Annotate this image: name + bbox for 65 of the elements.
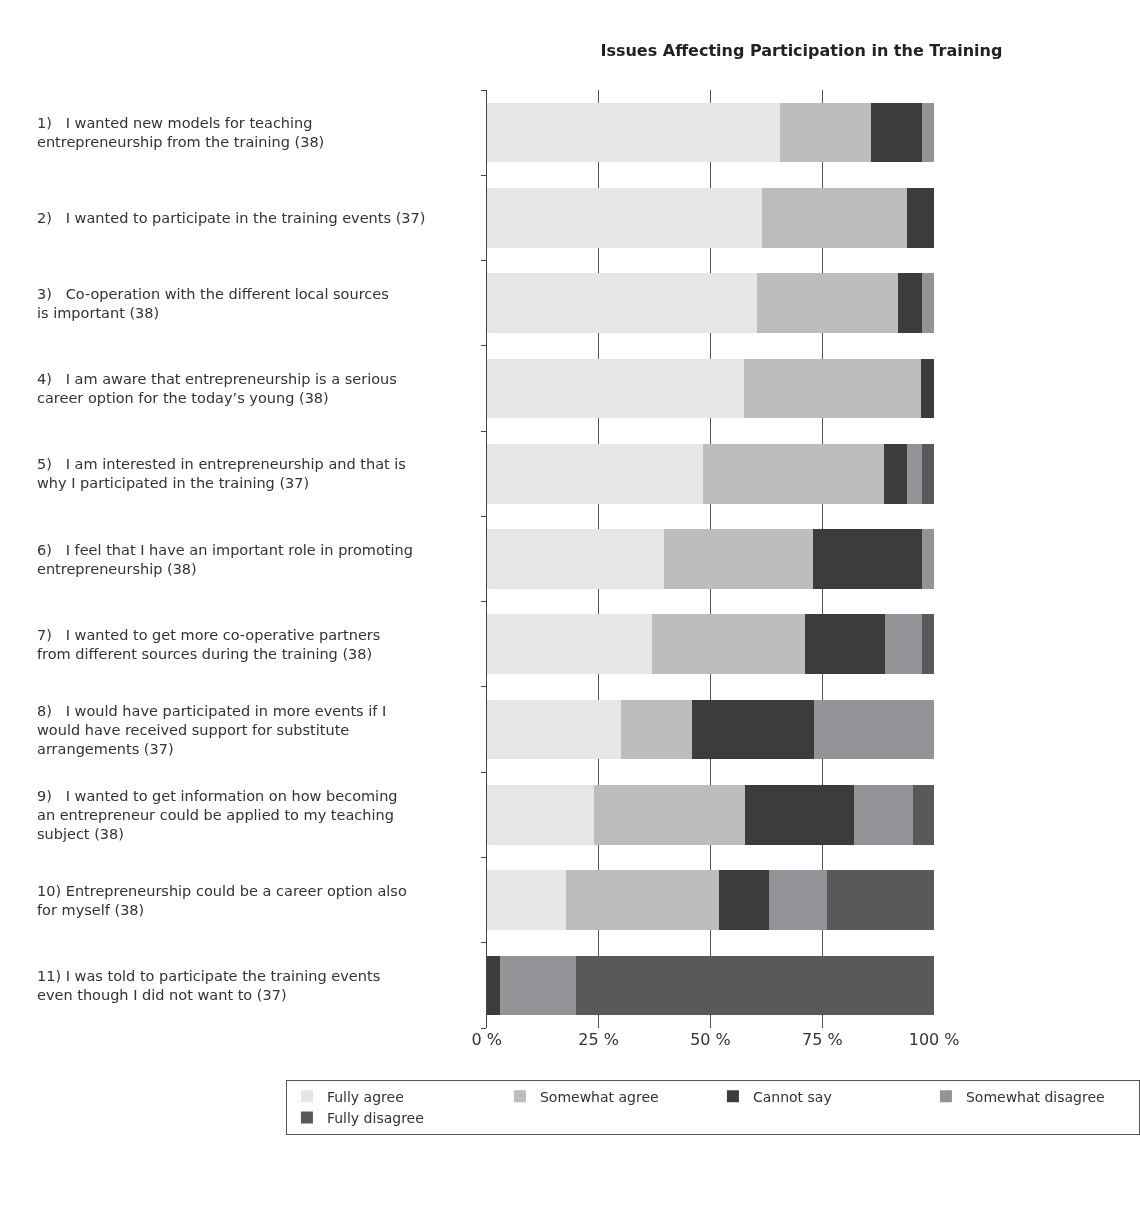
bar (756, 273, 898, 334)
bar (486, 273, 757, 334)
bar (486, 870, 567, 930)
bar (922, 102, 935, 163)
y-tick-label: 9) I wanted to get information on how becoming an entrepreneur could be applied to my teaching subject (38) (37, 788, 398, 842)
legend-label: Somewhat agree (539, 1088, 659, 1105)
bar (921, 529, 935, 589)
bar (566, 870, 719, 930)
y-tick-label: 8) I would have participated in more events if I would have received support for substitute arrangements (37) (37, 703, 387, 757)
bar (804, 614, 886, 675)
bar (885, 614, 923, 675)
bar (912, 784, 935, 845)
bar (652, 614, 805, 675)
bar (486, 188, 762, 248)
bar (871, 102, 923, 163)
x-tick-label: 100 % (908, 1030, 960, 1049)
y-tick-label: 4) I am aware that entrepreneurship is a serious career option for the today’s young (38) (37, 371, 397, 406)
y-tick-label: 6) I feel that I have an important role in promoting entrepreneurship (38) (37, 542, 413, 577)
bar (486, 102, 780, 163)
bar (922, 443, 935, 504)
bar (827, 870, 935, 930)
bar (922, 614, 935, 675)
bar (743, 358, 921, 419)
bar (779, 102, 872, 163)
y-tick-label: 2) I wanted to participate in the training events (37) (37, 210, 426, 226)
bar (920, 358, 935, 419)
bar (907, 188, 935, 248)
y-tick-label: 11) I was told to participate the training events even though I did not want to (37) (37, 968, 381, 1003)
x-tick-label: 50 % (690, 1030, 731, 1049)
bar (486, 784, 595, 845)
bar (486, 443, 704, 504)
bar (692, 699, 815, 760)
legend-label: Somewhat disagree (965, 1088, 1105, 1105)
bar (761, 188, 908, 248)
x-tick-label: 0 % (471, 1030, 503, 1049)
bar (745, 784, 855, 845)
bar (768, 870, 828, 930)
y-tick-label: 3) Co-operation with the different local sources is important (38) (37, 286, 389, 321)
bar (500, 955, 576, 1016)
bar (486, 358, 744, 419)
y-tick-label: 10) Entrepreneurship could be a career option also for myself (38) (37, 883, 407, 918)
bar (814, 699, 935, 760)
x-tick-label: 75 % (801, 1030, 843, 1049)
bar (486, 699, 621, 760)
bar (897, 273, 922, 334)
legend-label: Fully disagree (326, 1109, 424, 1126)
bar (486, 529, 664, 589)
bar (921, 273, 935, 334)
legend-label: Fully agree (326, 1088, 404, 1105)
bar (620, 699, 693, 760)
bar (718, 870, 769, 930)
bar (703, 443, 885, 504)
x-tick-label: 25 % (578, 1030, 619, 1049)
bar (854, 784, 913, 845)
legend-label: Cannot say (752, 1088, 832, 1105)
bar (884, 443, 908, 504)
chart-title: Issues Affecting Participation in the Training (600, 41, 1003, 61)
bar (813, 529, 922, 589)
y-tick-label: 1) I wanted new models for teaching entrepreneurship from the training (38) (37, 115, 325, 150)
bar (663, 529, 814, 589)
bar (907, 443, 923, 504)
y-tick-label: 5) I am interested in entrepreneurship and that is why I participated in the training (37) (37, 456, 406, 491)
bar (486, 614, 653, 675)
bar (594, 784, 746, 845)
y-tick-label: 7) I wanted to get more co-operative partners from different sources during the training (38) (37, 627, 381, 662)
